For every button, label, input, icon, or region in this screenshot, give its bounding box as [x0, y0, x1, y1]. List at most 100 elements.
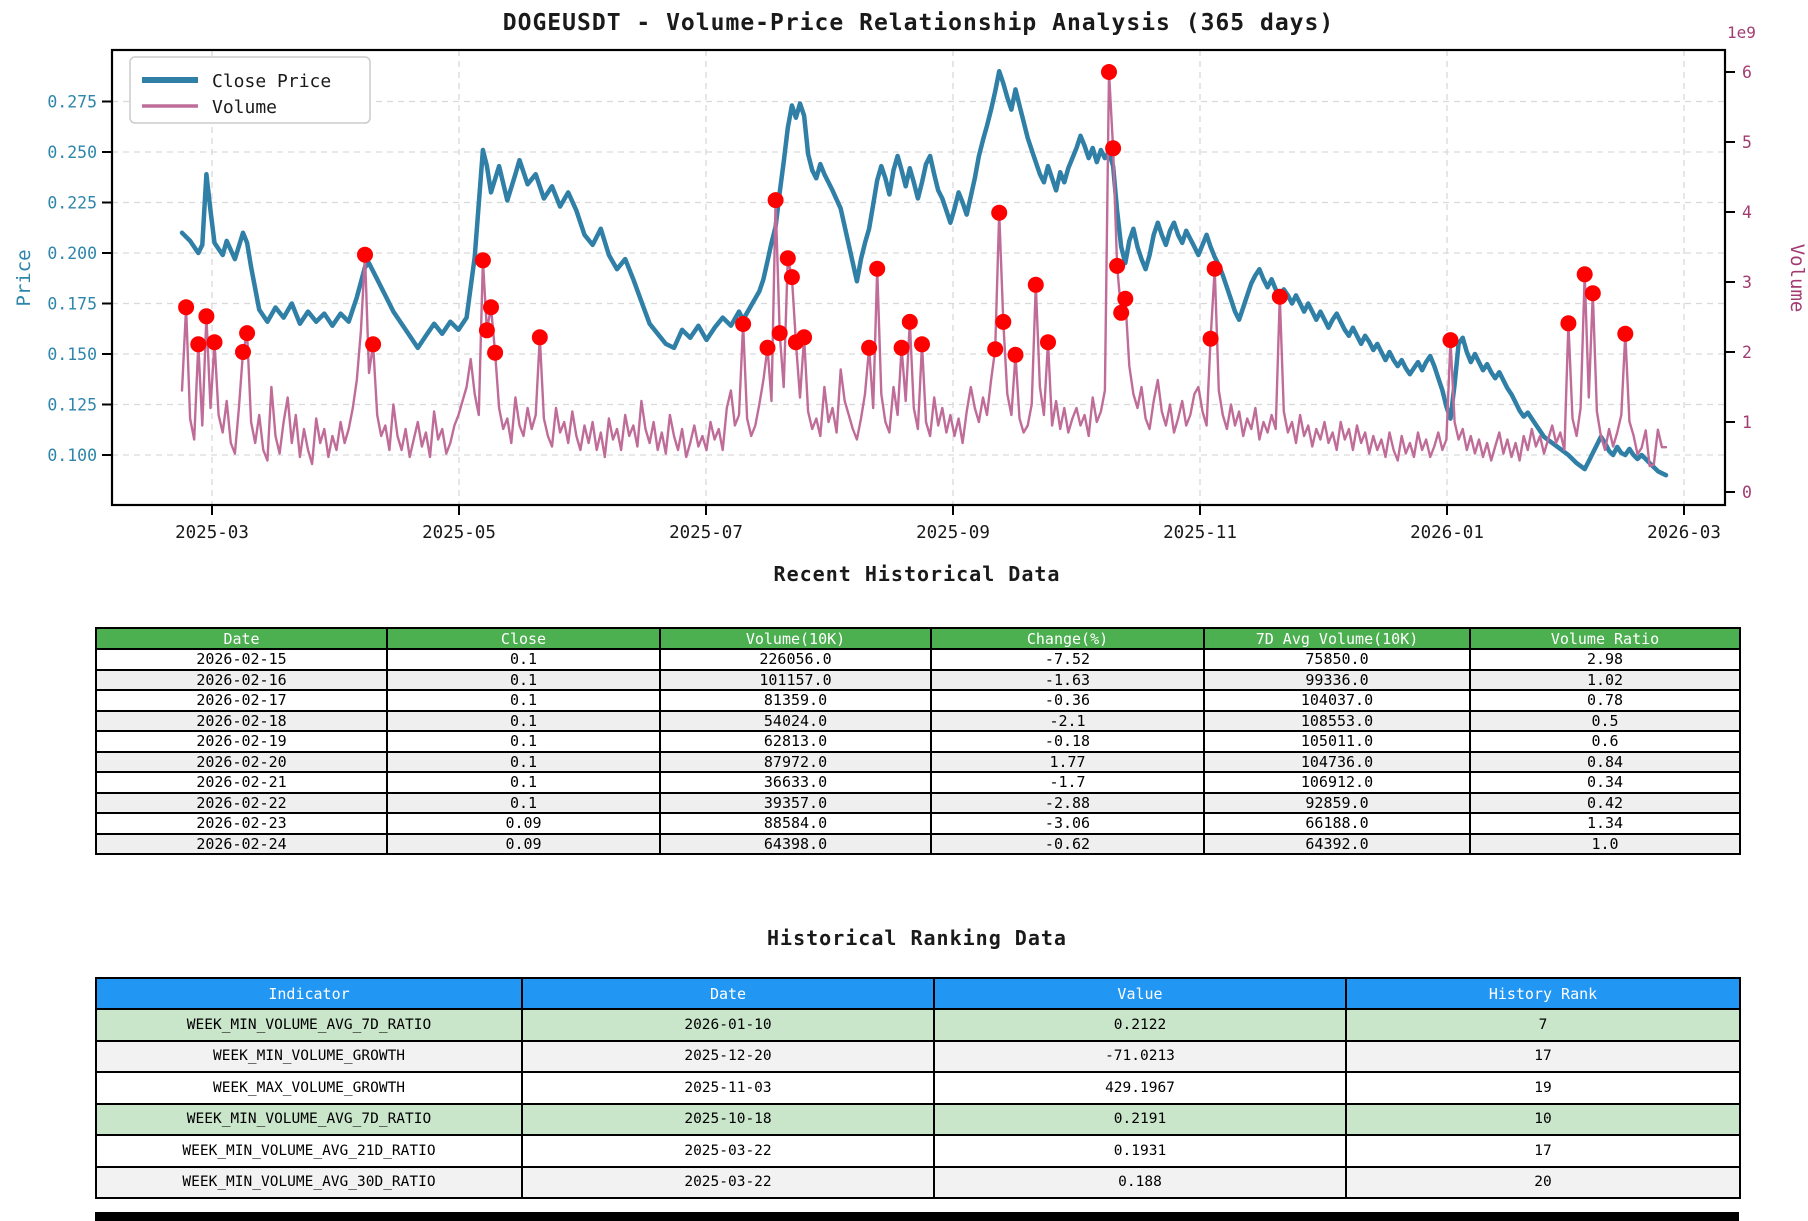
- table-cell: 2025-03-22: [521, 1134, 935, 1168]
- table-cell: 2026-02-23: [95, 812, 388, 835]
- table-row: 2026-02-19 0.1 62813.0 -0.18 105011.0 0.6: [95, 730, 1741, 753]
- x-tick-label: 2025-03: [175, 523, 249, 543]
- table-cell: 0.5: [1469, 709, 1741, 732]
- table-row: 2026-02-16 0.1 101157.0 -1.63 99336.0 1.02: [95, 668, 1741, 691]
- table-cell: 75850.0: [1203, 648, 1471, 671]
- table-cell: 2026-02-19: [95, 730, 388, 753]
- table-cell: 2026-02-24: [95, 832, 388, 855]
- volume-spike-marker: [1101, 64, 1117, 80]
- table-cell: 1.34: [1469, 812, 1741, 835]
- table-cell: 0.09: [386, 812, 661, 835]
- column-header: Value: [933, 977, 1347, 1010]
- x-tick-label: 2025-07: [669, 523, 743, 543]
- table-cell: 10: [1345, 1102, 1741, 1136]
- table-cell: 62813.0: [659, 730, 932, 753]
- table-row: 2026-02-21 0.1 36633.0 -1.7 106912.0 0.34: [95, 771, 1741, 794]
- volume-spike-marker: [206, 334, 223, 351]
- volume-spike-marker: [1109, 257, 1126, 274]
- table-cell: 0.42: [1469, 791, 1741, 814]
- volume-spike-marker: [735, 316, 752, 332]
- price-tick-label: 0.175: [47, 295, 97, 314]
- table-cell: 81359.0: [659, 689, 932, 712]
- table-cell: 0.1: [386, 709, 661, 732]
- table-cell: -2.88: [930, 791, 1205, 814]
- column-header: Change(%): [930, 627, 1205, 650]
- volume-spike-marker: [901, 313, 918, 330]
- volume-spike-marker: [783, 269, 800, 286]
- plot-border: [110, 48, 1727, 507]
- volume-spike-marker: [365, 336, 382, 353]
- table-cell: 2026-01-10: [521, 1008, 935, 1042]
- table-cell: 87972.0: [659, 750, 932, 773]
- table-cell: 0.84: [1469, 750, 1741, 773]
- volume-spike-marker: [914, 336, 930, 353]
- table-row: 2026-02-24 0.09 64398.0 -0.62 64392.0 1.0: [95, 832, 1741, 855]
- table-cell: 0.2191: [933, 1102, 1347, 1136]
- table-cell: 2025-10-18: [521, 1102, 935, 1136]
- price-tick-label: 0.250: [47, 143, 97, 162]
- x-tick-label: 2025-09: [916, 523, 990, 543]
- table-cell: -2.1: [930, 709, 1205, 732]
- table-cell: 0.09: [386, 832, 661, 855]
- table-cell: -71.0213: [933, 1039, 1347, 1073]
- table-cell: 0.1: [386, 771, 661, 794]
- table-row: WEEK_MIN_VOLUME_AVG_21D_RATIO 2025-03-22 0…: [95, 1134, 1741, 1168]
- legend-volume-label: Volume: [212, 97, 277, 118]
- table-cell: 2025-12-20: [521, 1039, 935, 1073]
- volume-spike-marker: [1007, 346, 1024, 363]
- table-cell: 99336.0: [1203, 668, 1471, 691]
- table-cell: -3.06: [930, 812, 1205, 835]
- volume-tick-label: 4: [1742, 203, 1752, 222]
- table-row: 2026-02-15 0.1 226056.0 -7.52 75850.0 2.98: [95, 648, 1741, 671]
- volume-spike-marker: [893, 339, 910, 356]
- volume-spike-marker: [483, 299, 499, 316]
- table-cell: 2025-11-03: [521, 1071, 935, 1105]
- column-header: Close: [386, 627, 661, 650]
- volume-spike-marker: [198, 308, 215, 325]
- table-cell: 2026-02-17: [95, 689, 388, 712]
- volume-line: [180, 70, 1668, 468]
- chart-title: DOGEUSDT - Volume-Price Relationship Ana…: [502, 10, 1335, 36]
- volume-spike-marker: [1584, 285, 1601, 302]
- table-cell: 1.77: [930, 750, 1205, 773]
- historical-ranking-table: Indicator Date Value History Rank WEEK_MIN_V…: [95, 977, 1741, 1199]
- table-cell: 2026-02-21: [95, 771, 388, 794]
- table-cell: 0.1: [386, 750, 661, 773]
- table-cell: 0.78: [1469, 689, 1741, 712]
- volume-tick-label: 2: [1742, 343, 1752, 362]
- table-cell: 66188.0: [1203, 812, 1471, 835]
- ranking-table-title: Historical Ranking Data: [767, 926, 1067, 950]
- volume-axis-label: Volume: [1786, 244, 1808, 313]
- table-cell: 104037.0: [1203, 689, 1471, 712]
- table-cell: 17: [1345, 1039, 1741, 1073]
- table-row: 2026-02-23 0.09 88584.0 -3.06 66188.0 1.34: [95, 812, 1741, 835]
- column-header: Volume Ratio: [1469, 627, 1741, 650]
- table-cell: 2026-02-16: [95, 668, 388, 691]
- volume-tick-label: 0: [1742, 483, 1752, 502]
- volume-spike-marker: [779, 250, 796, 267]
- x-tick-label: 2025-11: [1163, 523, 1237, 543]
- volume-spike-marker: [771, 325, 788, 342]
- volume-offset-label: 1e9: [1727, 23, 1756, 42]
- table-cell: 0.2122: [933, 1008, 1347, 1042]
- volume-spike-marker: [1442, 332, 1459, 349]
- table-cell: 2026-02-20: [95, 750, 388, 773]
- volume-spike-marker: [1105, 140, 1122, 157]
- volume-tick-label: 1: [1742, 413, 1752, 432]
- table-cell: 429.1967: [933, 1071, 1347, 1105]
- volume-spike-marker: [1560, 315, 1577, 332]
- table-cell: 0.1: [386, 791, 661, 814]
- volume-tick-label: 3: [1742, 273, 1752, 292]
- table-cell: 2.98: [1469, 648, 1741, 671]
- volume-spike-marker: [190, 336, 207, 353]
- table-cell: 106912.0: [1203, 771, 1471, 794]
- volume-spike-marker: [991, 204, 1008, 221]
- cutoff-row-border: [95, 1212, 1739, 1221]
- volume-spike-marker: [1617, 325, 1634, 342]
- recent-table-title: Recent Historical Data: [773, 562, 1061, 586]
- table-cell: 7: [1345, 1008, 1741, 1042]
- volume-spike-marker: [1027, 276, 1044, 293]
- table-cell: 2026-02-22: [95, 791, 388, 814]
- volume-tick-label: 5: [1742, 133, 1752, 152]
